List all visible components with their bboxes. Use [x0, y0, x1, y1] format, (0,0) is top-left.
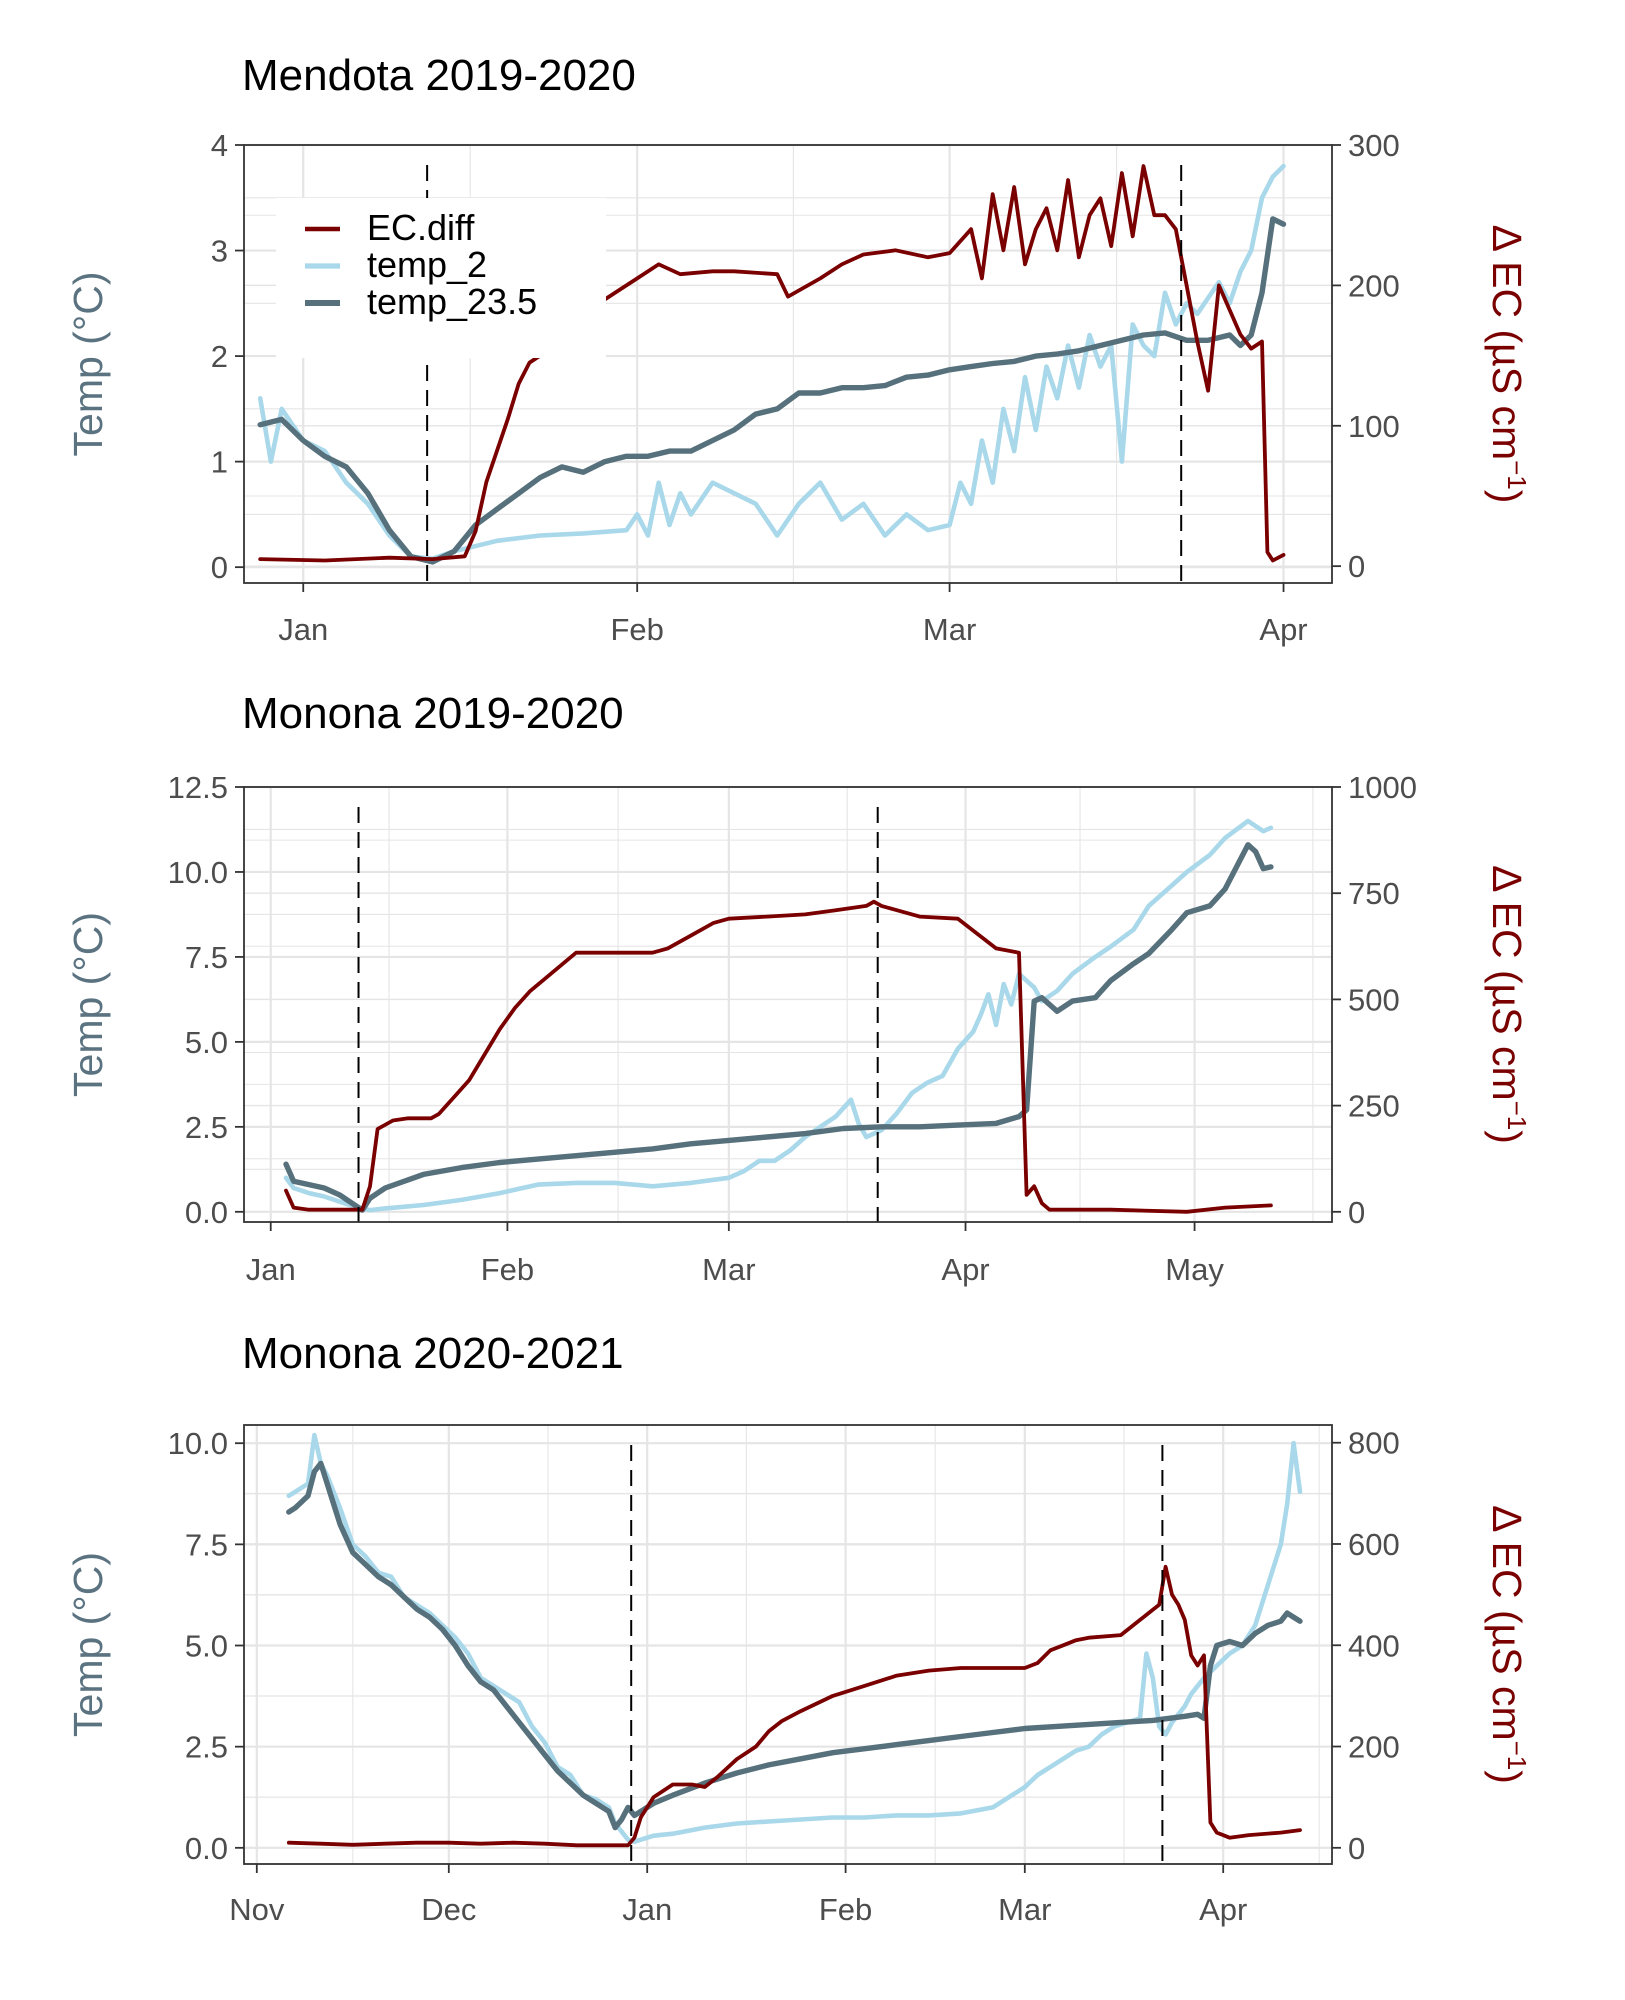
y-tick-label-left: 5.0: [185, 1629, 228, 1664]
chart-panel-1: 0 1 2 3 4 0 100 200 300 Jan Feb Mar Apr Mendota 2019-…: [65, 51, 1532, 647]
series-group: [283, 818, 1274, 1214]
y-tick-label-right: 100: [1348, 409, 1400, 444]
y-tick-label-right: 0: [1348, 1195, 1365, 1230]
chart-title: Monona 2019-2020: [242, 689, 624, 738]
y-tick-label-left: 7.5: [185, 1527, 228, 1562]
x-tick-label: Mar: [923, 612, 976, 647]
y-axis-label-right-main: Δ EC (µS cm: [1484, 865, 1530, 1101]
y-tick-label-right: 400: [1348, 1628, 1400, 1663]
legend-label: temp_2: [367, 244, 487, 285]
y-tick-label-left: 3: [211, 234, 228, 269]
y-tick-label-left: 0: [211, 550, 228, 585]
series-line-temp_2: [283, 818, 1274, 1213]
y-tick-label-right: 500: [1348, 982, 1400, 1017]
chart-panel-3: 0.0 2.5 5.0 7.5 10.0 0 200 400 600 800 Nov Dec Jan Fe…: [65, 1329, 1532, 1927]
y-tick-label-left: 2: [211, 339, 228, 374]
series-line-temp_23-5: [286, 1460, 1303, 1831]
x-tick-label: Jan: [622, 1892, 672, 1927]
y-tick-label-left: 0.0: [185, 1831, 228, 1866]
chart-title: Monona 2020-2021: [242, 1329, 624, 1378]
y-axis-label-right-main: Δ EC (µS cm: [1484, 1505, 1530, 1741]
legend-label: temp_23.5: [367, 281, 537, 322]
y-tick-label-right: 250: [1348, 1089, 1400, 1124]
y-axis-label-left: Temp (°C): [65, 1552, 111, 1737]
y-tick-label-right: 1000: [1348, 770, 1417, 805]
series-group: [257, 163, 1287, 565]
series-line-EC-diff: [258, 164, 1286, 563]
y-axis-label-right: Δ EC (µS cm−1): [1484, 225, 1532, 504]
x-tick-label: Feb: [819, 1892, 872, 1927]
y-tick-label-left: 7.5: [185, 940, 228, 975]
chart-panel-2: 0.0 2.5 5.0 7.5 10.0 12.5 0 250 500 750 1000 Jan Feb…: [65, 689, 1532, 1287]
x-tick-label: Jan: [278, 612, 328, 647]
x-tick-label: Mar: [998, 1892, 1051, 1927]
plot-background: [244, 787, 1332, 1222]
gridlines: [244, 1425, 1332, 1864]
x-tick-label: Nov: [229, 1892, 285, 1927]
x-tick-label: Feb: [481, 1252, 534, 1287]
y-axis-label-right-close: ): [1484, 490, 1530, 504]
y-axis-label-right-main: Δ EC (µS cm: [1484, 225, 1530, 461]
y-tick-label-right: 600: [1348, 1527, 1400, 1562]
plot-border: [243, 786, 1333, 1223]
y-tick-label-right: 300: [1348, 128, 1400, 163]
chart-title: Mendota 2019-2020: [242, 51, 636, 100]
y-tick-label-left: 2.5: [185, 1730, 228, 1765]
y-tick-label-right: 800: [1348, 1426, 1400, 1461]
y-axis-label-right: Δ EC (µS cm−1): [1484, 865, 1532, 1144]
x-tick-label: May: [1165, 1252, 1224, 1287]
y-tick-label-right: 200: [1348, 268, 1400, 303]
legend-label: EC.diff: [367, 207, 475, 248]
x-tick-label: Apr: [1259, 612, 1307, 647]
y-axis-label-right-superscript: −1: [1502, 460, 1532, 490]
y-tick-label-left: 10.0: [168, 1426, 228, 1461]
y-tick-label-left: 4: [211, 128, 228, 163]
y-tick-label-left: 10.0: [168, 855, 228, 890]
series-group: [286, 1432, 1303, 1848]
y-tick-label-right: 750: [1348, 876, 1400, 911]
x-tick-label: Mar: [702, 1252, 755, 1287]
y-axis-label-right-close: ): [1484, 1130, 1530, 1144]
y-tick-label-right: 200: [1348, 1730, 1400, 1765]
y-tick-label-right: 0: [1348, 549, 1365, 584]
x-tick-label: Feb: [610, 612, 663, 647]
y-axis-label-right-superscript: −1: [1502, 1741, 1532, 1771]
y-axis-label-right-superscript: −1: [1502, 1101, 1532, 1131]
legend-background: [276, 198, 606, 358]
y-axis-label-right: Δ EC (µS cm−1): [1484, 1505, 1532, 1784]
y-tick-label-right: 0: [1348, 1831, 1365, 1866]
y-axis-label-left: Temp (°C): [65, 272, 111, 457]
plot-border: [243, 144, 1333, 584]
y-tick-label-left: 0.0: [185, 1195, 228, 1230]
series-line-temp_23-5: [283, 842, 1274, 1213]
x-tick-label: Apr: [941, 1252, 989, 1287]
y-axis-label-right-close: ): [1484, 1770, 1530, 1784]
series-line-EC-diff: [286, 1564, 1302, 1848]
x-tick-label: Apr: [1199, 1892, 1247, 1927]
y-axis-label-left: Temp (°C): [65, 912, 111, 1097]
y-tick-label-left: 12.5: [168, 770, 228, 805]
series-line-EC-diff: [284, 899, 1273, 1214]
x-tick-label: Jan: [246, 1252, 296, 1287]
y-tick-label-left: 5.0: [185, 1025, 228, 1060]
y-tick-label-left: 2.5: [185, 1110, 228, 1145]
y-tick-label-left: 1: [211, 445, 228, 480]
x-tick-label: Dec: [421, 1892, 476, 1927]
